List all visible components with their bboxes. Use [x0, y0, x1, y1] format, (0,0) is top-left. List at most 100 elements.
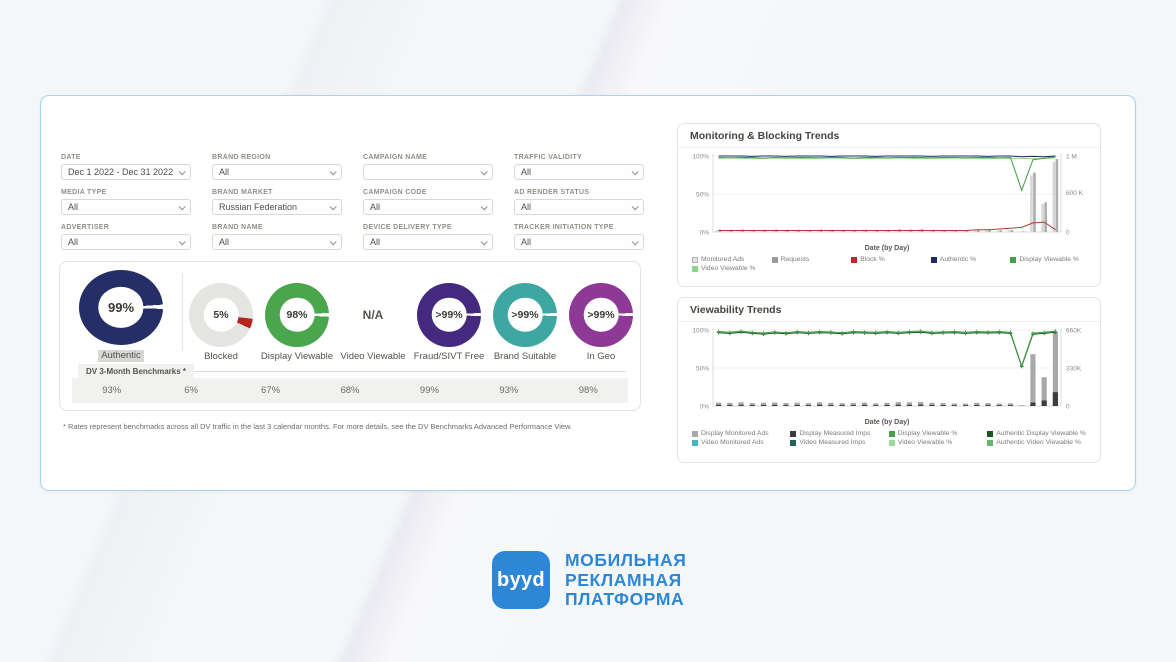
legend-label: Video Monitored Ads [701, 439, 764, 446]
filter-select-brand-name[interactable]: All [212, 234, 342, 250]
legend-swatch [692, 256, 698, 263]
monitoring-blocking-panel: Monitoring & Blocking Trends 100% 50% 0% 1 … [677, 123, 1101, 287]
bar-display-measured-imps [996, 405, 1002, 406]
legend-swatch [987, 430, 994, 437]
viewability-chart[interactable]: 100% 50% 0% 660K 330K 0 Date (by Day) [679, 322, 1099, 430]
monitoring-blocking-chart[interactable]: 100% 50% 0% 1 M 600 K 0 Date (by Day) [679, 148, 1099, 256]
legend-label: Requests [780, 256, 810, 263]
line-block [718, 221, 1056, 231]
bar-display-monitored-ads [749, 403, 755, 406]
donut-ring: 5% [189, 282, 253, 347]
bar-monitored-ads [1052, 161, 1056, 232]
filter-value: All [521, 237, 532, 247]
legend-requests: Requests [771, 256, 848, 263]
bar-requests [988, 229, 991, 232]
donut-value: >99% [435, 308, 463, 321]
benchmark-value: 68% [340, 385, 360, 396]
benchmark-value: 67% [261, 385, 281, 396]
y-right-tick: 0 [1066, 229, 1070, 236]
legend-swatch [692, 439, 698, 446]
bar-display-measured-imps [738, 404, 744, 406]
y-right-tick: 0 [1066, 403, 1070, 410]
bar-display-monitored-ads [962, 403, 969, 406]
donut-hole [203, 297, 239, 332]
bar-display-monitored-ads [839, 403, 845, 406]
donut-ring: >99% [417, 282, 481, 347]
filter-select-tracker-initiation-type[interactable]: All [514, 234, 644, 250]
legend-swatch [987, 439, 994, 446]
legend-swatch [790, 430, 797, 437]
filter-select-traffic-validity[interactable]: All [514, 164, 644, 180]
donut-authentic[interactable]: 99% Authentic [60, 270, 182, 362]
bar-display-measured-imps [783, 405, 789, 406]
donut-display-viewable[interactable]: 98% Display Viewable [259, 270, 335, 362]
legend-display-viewable: Display Viewable % [1010, 256, 1086, 263]
filter-campaign-name: Campaign Name [363, 154, 493, 180]
bar-display-monitored-ads [929, 402, 935, 406]
donut-value: 98% [286, 308, 308, 321]
legend-label: Authentic % [939, 256, 977, 263]
legend-display-measured-imps: Display Measured Imps [790, 430, 884, 437]
filter-brand-name: Brand Name All [212, 224, 342, 250]
filter-select-brand-market[interactable]: Russian Federation [212, 199, 342, 215]
filter-select-campaign-code[interactable]: All [363, 199, 493, 215]
na-value: N/A [362, 307, 384, 322]
donut-in-geo[interactable]: >99% In Geo [563, 270, 639, 362]
filter-value: All [521, 202, 532, 212]
legend-video-monitored-ads: Video Monitored Ads [692, 439, 786, 446]
logo-line-3: ПЛАТФОРМА [565, 589, 685, 609]
donut-fraud-sivt-free[interactable]: >99% Fraud/SIVT Free [411, 270, 487, 362]
bar-display-monitored-ads [817, 402, 823, 406]
benchmarks-tab[interactable]: DV 3-Month Benchmarks * [78, 364, 195, 379]
filter-select-media-type[interactable]: All [61, 199, 191, 215]
bar-display-monitored-ads [951, 403, 957, 406]
legend-swatch [692, 430, 698, 437]
filter-select-campaign-name[interactable] [363, 164, 493, 180]
bar-monitored-ads [951, 230, 955, 232]
filter-value: All [370, 237, 381, 247]
byyd-logo-text: МОБИЛЬНАЯ РЕКЛАМНАЯ ПЛАТФОРМА [565, 550, 686, 610]
bar-display-measured-imps [1041, 400, 1047, 406]
filter-select-brand-region[interactable]: All [212, 164, 342, 180]
line-display-viewable [718, 156, 1056, 192]
bar-display-monitored-ads [727, 402, 733, 406]
bar-display-monitored-ads [716, 402, 722, 406]
filter-value: All [68, 237, 79, 247]
filter-select-ad-render-status[interactable]: All [514, 199, 644, 215]
legend-label: Video Measured Imps [799, 439, 866, 446]
bar-display-measured-imps [918, 404, 924, 406]
y-left-tick: 50% [696, 365, 709, 372]
filter-value: All [219, 167, 230, 177]
legend-video-viewable: Video Viewable % [888, 439, 983, 446]
filter-select-advertiser[interactable]: All [61, 234, 191, 250]
donut-blocked[interactable]: 5% Blocked [183, 270, 259, 362]
filter-brand-region: Brand Region All [212, 154, 342, 180]
bar-display-measured-imps [985, 405, 991, 406]
chevron-down-icon [631, 167, 639, 175]
bar-display-monitored-ads [1041, 377, 1047, 406]
bar-monitored-ads [749, 230, 753, 232]
bar-display-monitored-ads [918, 401, 924, 406]
legend-video-measured-imps: Video Measured Imps [790, 439, 884, 446]
legend-swatch [692, 265, 698, 272]
donut-video-viewable[interactable]: N/A Video Viewable [335, 270, 411, 362]
bar-monitored-ads [929, 230, 932, 232]
bar-monitored-ads [1007, 230, 1011, 232]
filter-label: Date [61, 154, 81, 161]
filter-select-date[interactable]: Dec 1 2022 - Dec 31 2022 [61, 164, 191, 180]
filter-value: All [521, 167, 532, 177]
bar-display-measured-imps [1030, 402, 1036, 406]
bar-display-monitored-ads [996, 403, 1002, 406]
donut-ring: >99% [493, 282, 557, 347]
filter-value: Russian Federation [219, 202, 298, 212]
donut-brand-suitable[interactable]: >99% Brand Suitable [487, 270, 563, 362]
bar-monitored-ads [1041, 204, 1044, 232]
bar-display-measured-imps [727, 404, 733, 406]
filter-select-device-delivery-type[interactable]: All [363, 234, 493, 250]
legend-label: Authentic Display Viewable % [996, 430, 1086, 437]
benchmarks-strip: 93% 6% 67% 68% 99% 93% 98% [72, 378, 628, 403]
bar-display-monitored-ads [873, 403, 879, 406]
chevron-down-icon [178, 167, 186, 175]
x-axis-label: Date (by Day) [865, 419, 910, 426]
legend-swatch [1010, 256, 1017, 263]
